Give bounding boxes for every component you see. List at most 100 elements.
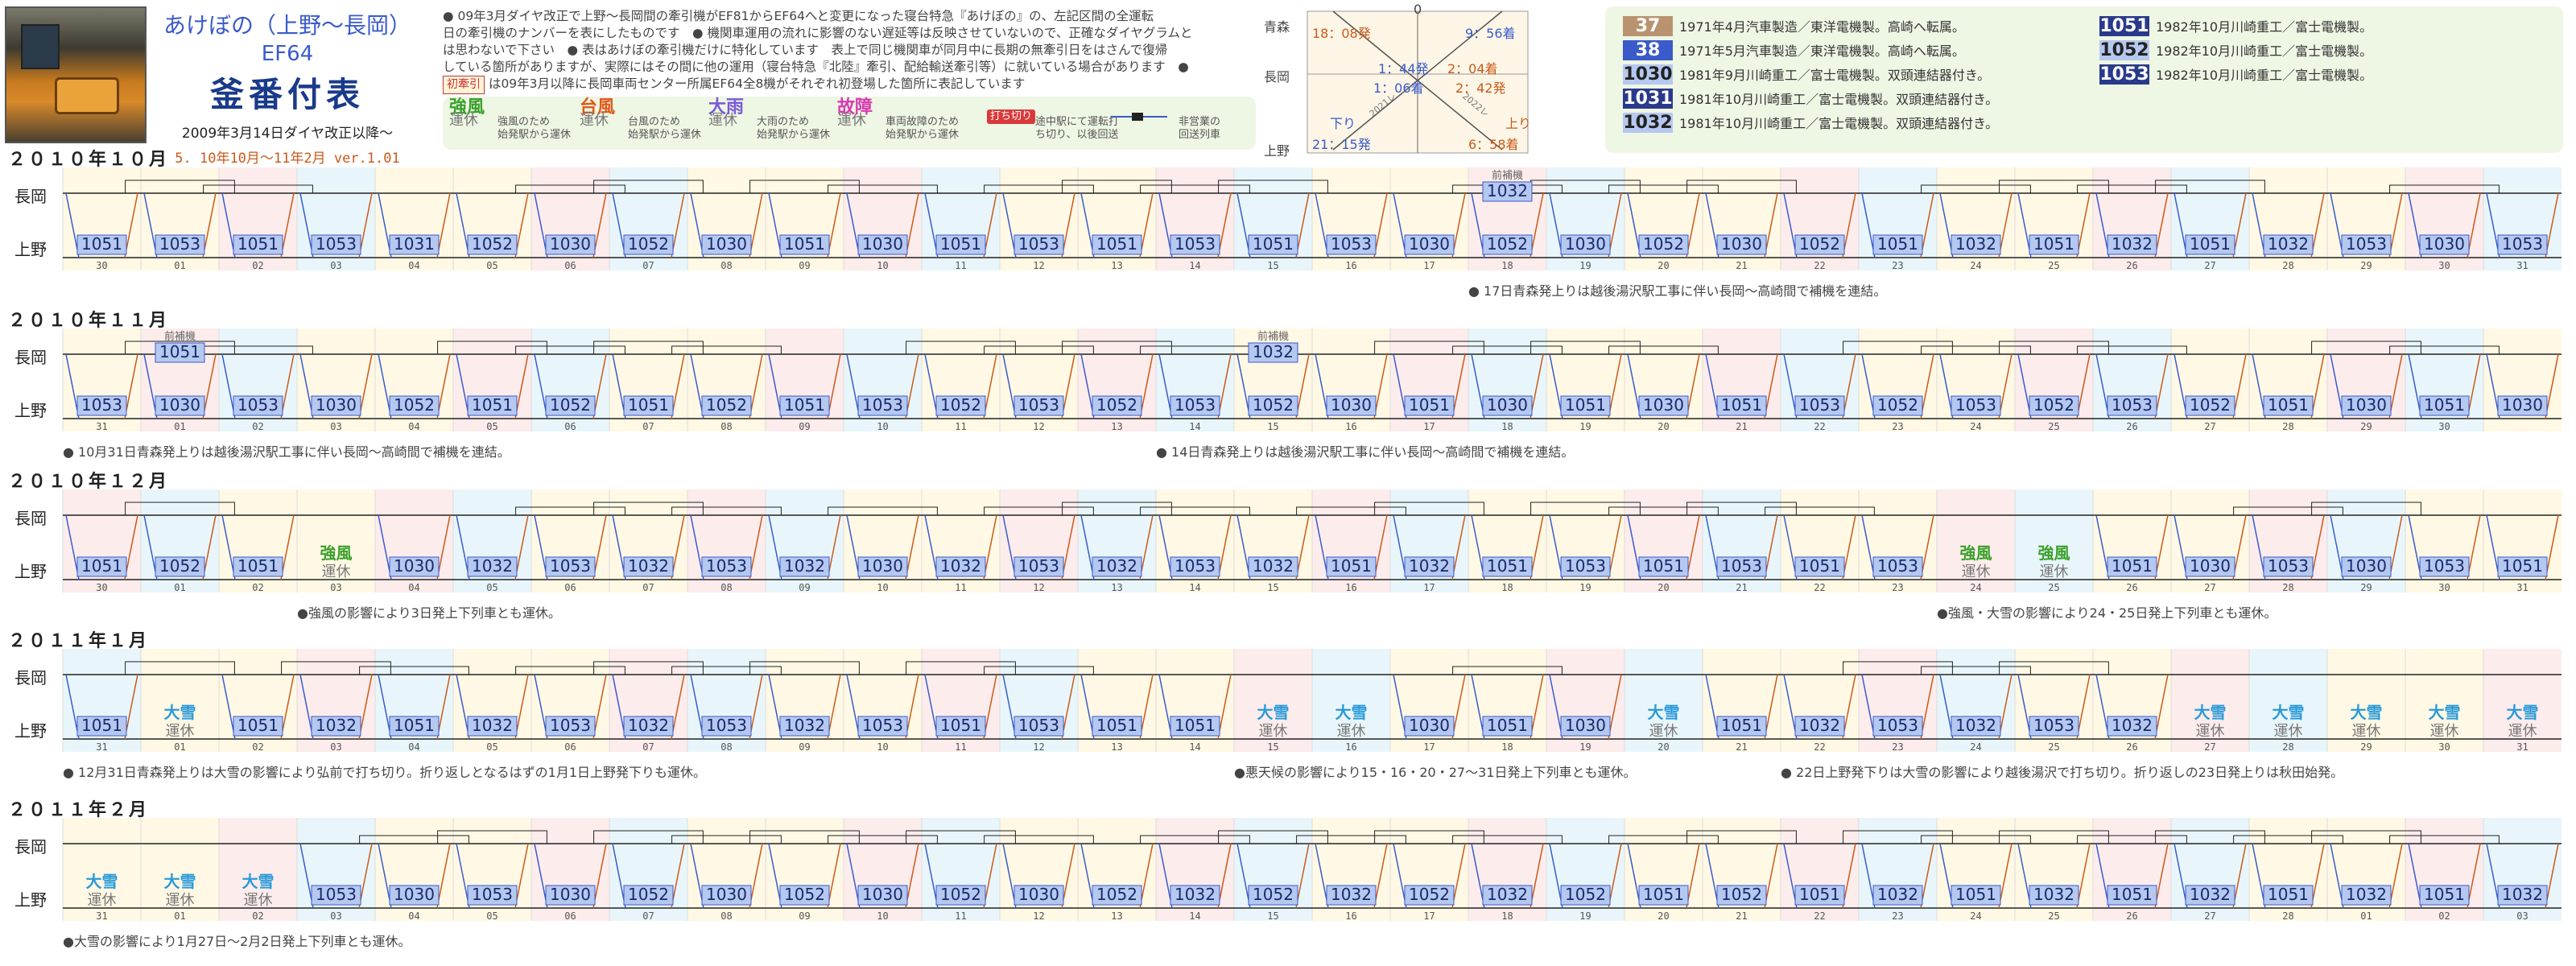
up-train-line bbox=[905, 514, 919, 580]
day-column bbox=[609, 818, 687, 921]
down-train-line bbox=[1315, 514, 1329, 580]
up-train-line bbox=[1139, 192, 1154, 258]
legend-status: 運休 bbox=[580, 112, 609, 129]
up-train-line bbox=[749, 514, 763, 580]
up-train-line bbox=[280, 353, 295, 419]
day-column bbox=[1156, 489, 1234, 592]
month-grid: 105131大雪運休011051021032031051041032051053… bbox=[62, 649, 2562, 753]
day-label: 21 bbox=[1736, 421, 1747, 432]
day-column bbox=[375, 328, 453, 431]
up-train-line bbox=[1139, 353, 1154, 419]
loco-box bbox=[545, 716, 596, 737]
loco-number: 1053 bbox=[472, 885, 513, 904]
locomotive-info-row: 37 1971年4月汽車製造／東洋電機製。高崎へ転属。 bbox=[1623, 16, 1965, 36]
up-train-line bbox=[1998, 674, 2013, 740]
up-train-line bbox=[1764, 353, 1778, 419]
day-label: 07 bbox=[642, 260, 654, 271]
down-train-line bbox=[690, 843, 704, 909]
down-train-line bbox=[1705, 674, 1719, 740]
day-label: 01 bbox=[174, 421, 185, 432]
rotation-link bbox=[1608, 345, 1719, 354]
loco-number: 1030 bbox=[2190, 556, 2231, 576]
loco-number: 1032 bbox=[1955, 716, 1996, 735]
loco-number: 1053 bbox=[706, 556, 747, 576]
up-train-line bbox=[827, 353, 841, 419]
rotation-link bbox=[1374, 341, 1484, 354]
day-label: 28 bbox=[2282, 741, 2293, 753]
down-train-line bbox=[924, 353, 939, 419]
day-column bbox=[375, 649, 453, 752]
up-train-line bbox=[2232, 514, 2247, 580]
day-column bbox=[1312, 818, 1390, 921]
loco-box bbox=[857, 556, 908, 577]
cancel-status: 運休 bbox=[2508, 723, 2537, 740]
photo-headlight bbox=[55, 77, 119, 114]
down-train-line bbox=[1315, 353, 1329, 419]
day-label: 31 bbox=[2516, 582, 2528, 593]
up-train-line bbox=[1061, 514, 1075, 580]
loco-box bbox=[1794, 556, 1845, 577]
day-column bbox=[1859, 167, 1937, 270]
down-train-line bbox=[690, 353, 704, 419]
month-section: ２０１１年１月 長岡 上野 1051 31 大雪 運休 01 1051 02 1032 03 1051 0… bbox=[0, 626, 2576, 787]
loco-number: 1053 bbox=[1174, 556, 1216, 576]
train-diagram: 青森 長岡 上野 0 18：08発 9：56着 1：44発 2：04着 1：06… bbox=[1264, 2, 1578, 159]
up-train-line bbox=[671, 843, 685, 909]
down-train-line bbox=[846, 514, 861, 580]
up-train-line bbox=[1061, 192, 1075, 258]
down-train-line bbox=[1236, 353, 1251, 419]
loco-box bbox=[2107, 716, 2157, 737]
loco-number: 1030 bbox=[1487, 395, 1528, 415]
rotation-link bbox=[671, 345, 782, 354]
diagram-time: 9：56着 bbox=[1465, 26, 1516, 41]
loco-box bbox=[1872, 556, 1923, 577]
legend-item: 非営業の 回送列車 bbox=[1111, 101, 1220, 142]
up-train-line bbox=[671, 674, 685, 740]
rotation-link bbox=[749, 830, 860, 844]
day-column bbox=[1624, 489, 1703, 592]
cancel-status: 運休 bbox=[2352, 723, 2381, 740]
loco-number: 1051 bbox=[1096, 716, 1137, 735]
day-label: 02 bbox=[252, 260, 263, 271]
up-train-line bbox=[1608, 514, 1622, 580]
loco-box bbox=[155, 234, 205, 255]
loco-box bbox=[2029, 885, 2079, 906]
up-train-line bbox=[827, 192, 841, 258]
up-train-line bbox=[592, 192, 607, 258]
day-column bbox=[1703, 649, 1781, 752]
day-label: 31 bbox=[96, 741, 107, 753]
day-column bbox=[1703, 167, 1781, 270]
loco-box bbox=[76, 556, 127, 577]
up-train-line bbox=[905, 353, 919, 419]
down-train-line bbox=[1783, 514, 1798, 580]
loco-box bbox=[2185, 885, 2235, 906]
day-label: 19 bbox=[1579, 260, 1591, 271]
loco-number: 1051 bbox=[940, 716, 981, 735]
up-train-line bbox=[1608, 192, 1622, 258]
loco-number: 1052 bbox=[1721, 885, 1762, 904]
day-column bbox=[1078, 818, 1156, 921]
day-column bbox=[1937, 167, 2015, 270]
up-train-line bbox=[358, 192, 373, 258]
diagram-station-aomori: 青森 bbox=[1264, 19, 1290, 35]
up-train-line bbox=[592, 674, 607, 740]
loco-box bbox=[623, 556, 674, 577]
up-train-line bbox=[1217, 674, 1232, 740]
day-label: 24 bbox=[1970, 421, 1981, 432]
day-label: 22 bbox=[1814, 741, 1825, 753]
month-note: ●強風・大雪の影響により24・25日発上下列車とも運休。 bbox=[1937, 605, 2277, 621]
loco-number: 1053 bbox=[2033, 716, 2074, 735]
loco-number: 1053 bbox=[2112, 395, 2153, 415]
down-train-line bbox=[2174, 353, 2188, 419]
up-train-line bbox=[1373, 192, 1388, 258]
loco-box bbox=[2341, 885, 2392, 906]
station-ueno: 上野 bbox=[14, 401, 47, 420]
banker-loco-number: 1032 bbox=[1487, 181, 1528, 200]
loco-number: 1053 bbox=[2268, 556, 2309, 576]
day-column bbox=[63, 489, 141, 592]
down-train-line bbox=[768, 514, 782, 580]
day-column bbox=[1468, 818, 1546, 921]
day-column bbox=[1468, 489, 1546, 592]
cancel-status: 運休 bbox=[244, 892, 273, 909]
cancel-cause: 大雪 bbox=[2429, 703, 2461, 722]
